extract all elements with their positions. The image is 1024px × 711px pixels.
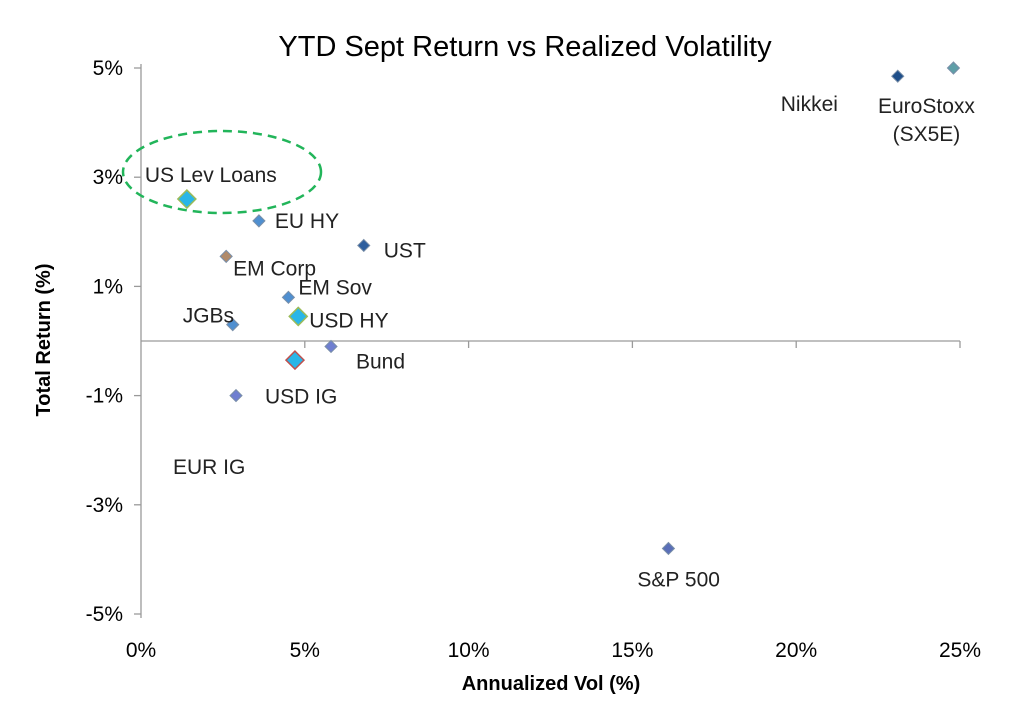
point-marker	[229, 388, 243, 403]
point-marker	[661, 541, 676, 556]
point-label: EU HY	[275, 210, 339, 233]
point-label: S&P 500	[637, 568, 720, 591]
annotation-eur-ig: EUR IG	[173, 456, 245, 479]
point-marker	[946, 61, 961, 75]
x-tick-label: 20%	[775, 639, 817, 662]
point-label: USD HY	[309, 309, 388, 332]
point-marker	[252, 214, 266, 228]
y-tick-label: 3%	[93, 166, 123, 189]
point-marker	[219, 249, 233, 264]
point-label: USD IG	[265, 386, 337, 409]
y-tick-label: 1%	[93, 275, 123, 298]
y-tick-label: -3%	[86, 494, 123, 517]
point-marker	[324, 339, 338, 354]
highlight-ellipse	[121, 129, 323, 215]
point-label: EuroStoxx (SX5E)	[878, 95, 975, 146]
point-label: US Lev Loans	[145, 164, 277, 187]
point-marker	[281, 290, 296, 305]
x-tick-label: 0%	[126, 639, 156, 662]
x-tick-label: 5%	[290, 639, 320, 662]
point-label: JGBs	[183, 305, 234, 328]
x-tick-label: 10%	[448, 639, 490, 662]
point-label: EM Corp	[233, 257, 316, 280]
y-tick-label: 5%	[93, 57, 123, 80]
tick-labels: 5% 3% 1% -1% -3% -5%0% 5% 10% 15% 20% 25%	[86, 57, 981, 662]
x-tick-label: 25%	[939, 639, 981, 662]
x-axis-label: Annualized Vol (%)	[462, 673, 641, 695]
point-label: UST	[384, 239, 426, 262]
x-tick-label: 15%	[611, 639, 653, 662]
axes	[134, 64, 961, 618]
point-marker	[176, 188, 197, 210]
point-label: Nikkei	[781, 93, 838, 116]
point-label: EM Sov	[298, 276, 372, 299]
point-marker	[891, 69, 905, 83]
data-points	[176, 61, 961, 556]
y-tick-label: -1%	[86, 385, 123, 408]
point-label: Bund	[356, 350, 405, 373]
point-marker	[284, 350, 306, 371]
point-marker	[288, 306, 309, 327]
point-marker	[357, 238, 371, 253]
y-tick-label: -5%	[86, 603, 123, 626]
point-marker	[226, 317, 240, 332]
chart-title: YTD Sept Return vs Realized Volatility	[278, 31, 772, 63]
y-axis-label: Total Return (%)	[33, 264, 55, 417]
